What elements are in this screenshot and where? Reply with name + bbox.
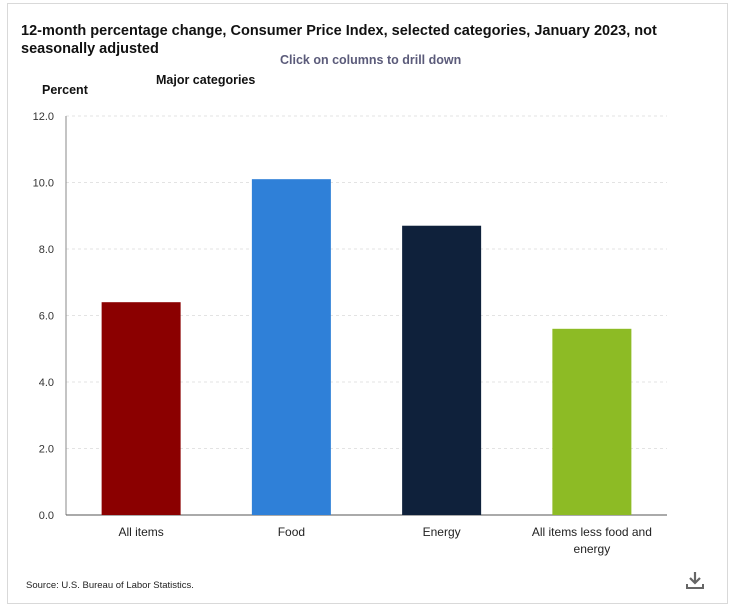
y-tick-label: 6.0 [39, 311, 54, 323]
bar[interactable] [101, 302, 181, 515]
group-label: Major categories [156, 73, 256, 87]
x-tick-label: All items less food and energy [532, 525, 652, 556]
bar[interactable] [552, 328, 632, 515]
source-note: Source: U.S. Bureau of Labor Statistics. [26, 580, 194, 591]
download-icon[interactable] [684, 569, 706, 591]
y-tick-label: 4.0 [39, 377, 54, 389]
bar[interactable] [402, 225, 482, 515]
y-tick-label: 8.0 [39, 244, 54, 256]
chart-title: 12-month percentage change, Consumer Pri… [21, 23, 657, 57]
y-axis-label: Percent [42, 83, 88, 97]
bar[interactable] [251, 179, 331, 516]
x-tick-label: All items [118, 525, 163, 539]
x-tick-label: Energy [423, 525, 461, 539]
y-tick-label: 0.0 [39, 510, 54, 522]
chart-subtitle: Click on columns to drill down [280, 53, 462, 67]
x-tick-label: Food [278, 525, 305, 539]
y-tick-label: 10.0 [33, 178, 54, 190]
y-tick-label: 12.0 [33, 111, 54, 123]
y-tick-label: 2.0 [39, 444, 54, 456]
